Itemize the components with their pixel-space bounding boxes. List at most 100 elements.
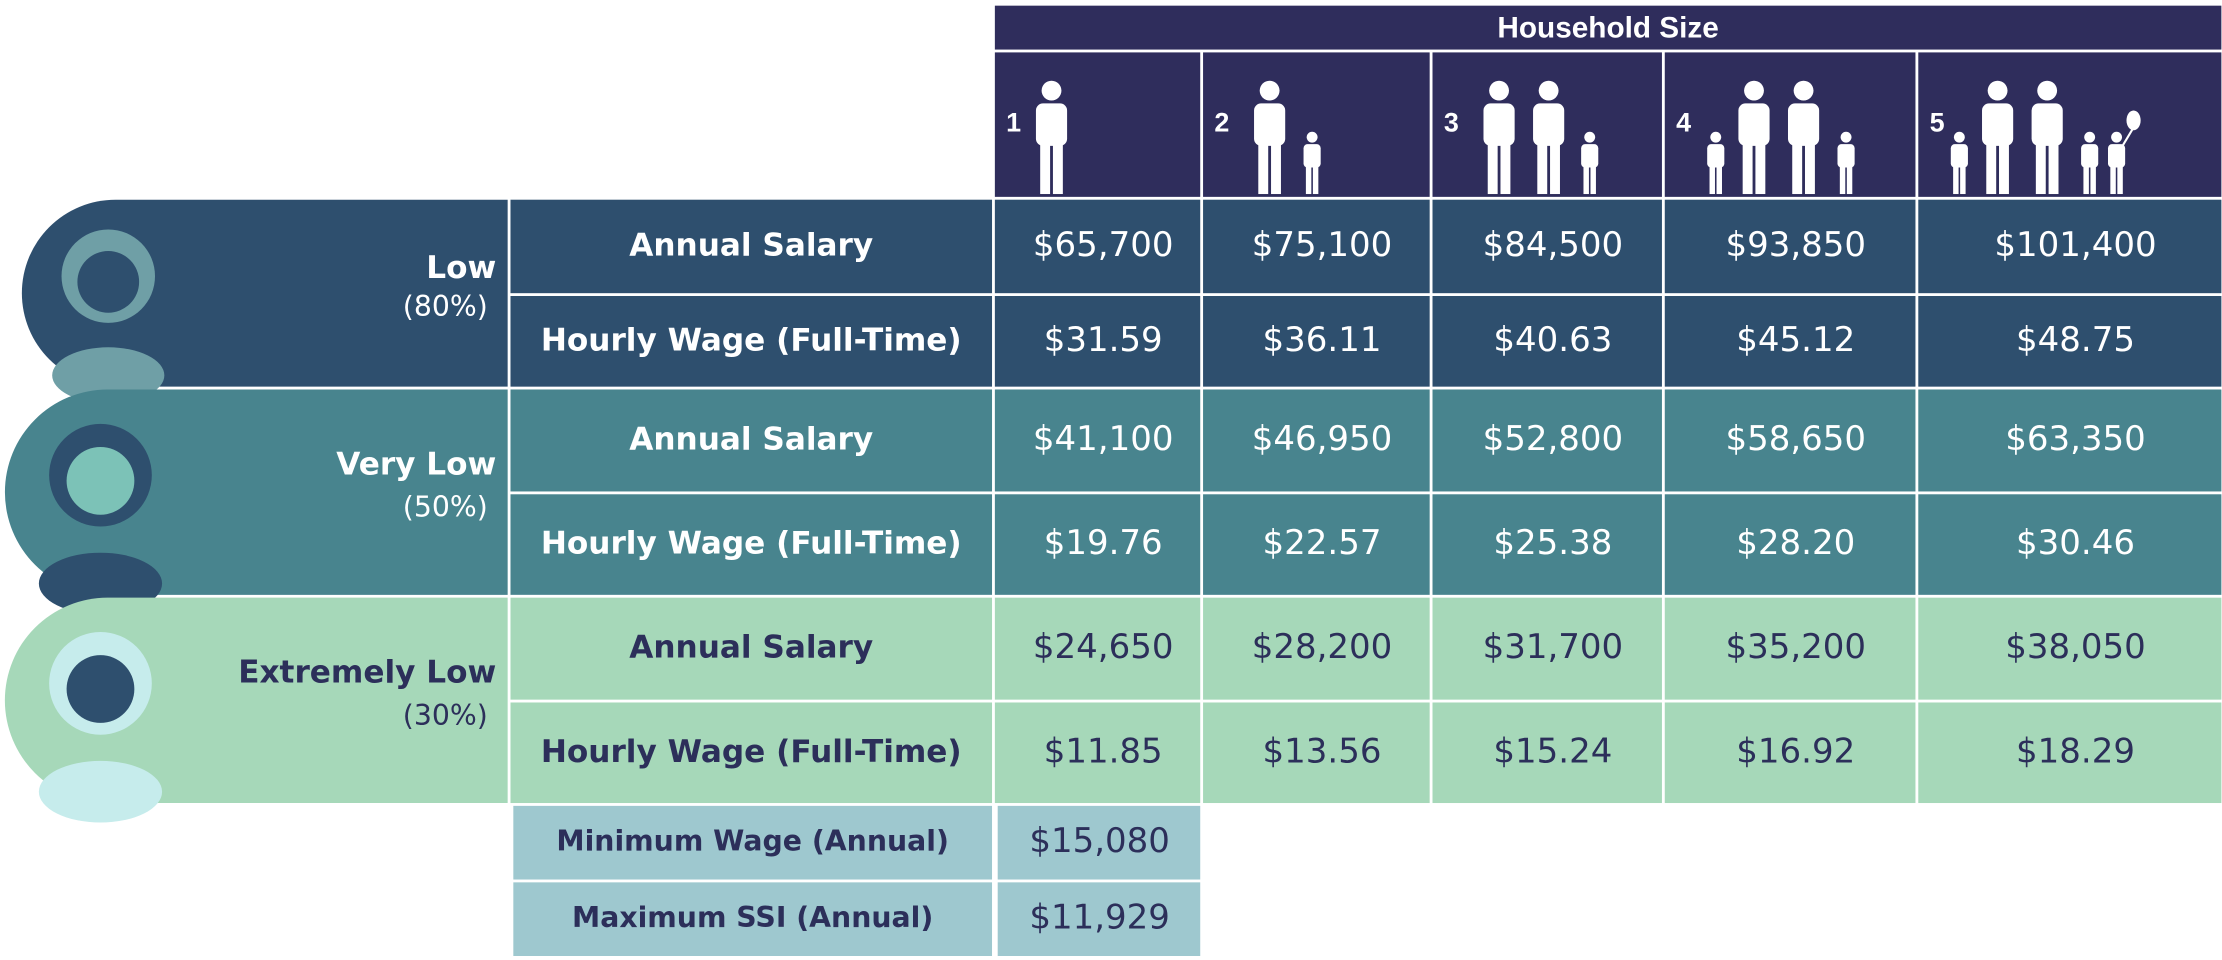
row-label: Hourly Wage (Full-Time)	[541, 322, 962, 358]
value: $63,350	[2005, 419, 2146, 459]
household-size: 2	[1214, 108, 1229, 138]
person-head	[1710, 132, 1721, 143]
extra-value: $11,929	[1029, 898, 1170, 938]
person-leg	[1583, 163, 1588, 194]
person-head	[2111, 132, 2122, 143]
person-leg	[2083, 163, 2088, 194]
value: $25.38	[1493, 523, 1612, 563]
value: $40.63	[1493, 320, 1612, 360]
group-label: Extremely Low	[238, 655, 496, 691]
person-head	[1042, 81, 1062, 101]
person-leg	[1792, 137, 1802, 194]
person-head	[1307, 132, 1318, 143]
value: $36.11	[1263, 320, 1382, 360]
page: {"header":{"title":"Household Size","siz…	[0, 0, 2222, 956]
value: $65,700	[1033, 225, 1174, 265]
group-label: Low	[426, 250, 496, 286]
value: $24,650	[1033, 627, 1174, 667]
group-percent: (80%)	[403, 290, 488, 323]
row-label: Annual Salary	[629, 421, 873, 457]
person-head	[1988, 81, 2008, 101]
value: $31.59	[1044, 320, 1163, 360]
value: $93,850	[1726, 225, 1867, 265]
value: $22.57	[1263, 523, 1382, 563]
person-head	[1794, 81, 1814, 101]
household-size: 1	[1006, 108, 1021, 138]
person-head	[2084, 132, 2095, 143]
value: $18.29	[2016, 731, 2135, 771]
value: $16.92	[1736, 731, 1855, 771]
person-head	[1584, 132, 1595, 143]
value: $41,100	[1033, 419, 1174, 459]
avatar-face	[77, 251, 139, 313]
person-leg	[1717, 163, 1722, 194]
person-head	[1841, 132, 1852, 143]
extra-label: Maximum SSI (Annual)	[572, 901, 933, 934]
person-leg	[1710, 163, 1715, 194]
value: $30.46	[2016, 523, 2135, 563]
person-leg	[1840, 163, 1845, 194]
avatar-face	[67, 655, 135, 723]
person-leg	[1550, 137, 1560, 194]
household-size: 3	[1444, 108, 1459, 138]
row-label: Annual Salary	[629, 630, 873, 666]
person-leg	[1986, 137, 1996, 194]
person-leg	[1805, 137, 1815, 194]
value: $58,650	[1726, 419, 1867, 459]
person-leg	[1500, 137, 1510, 194]
avatar-body	[39, 761, 162, 823]
value: $13.56	[1263, 731, 1382, 771]
person-leg	[1743, 137, 1753, 194]
person-leg	[2117, 163, 2122, 194]
person-leg	[2036, 137, 2046, 194]
extra-value: $15,080	[1029, 821, 1170, 861]
person-leg	[2110, 163, 2115, 194]
income-table: Household Size 1 2 3 4 5 Low (80%) Annual Salary…	[0, 0, 2222, 956]
row-label: Annual Salary	[629, 227, 873, 263]
person-head	[2037, 81, 2057, 101]
header-title: Household Size	[1497, 12, 1718, 45]
person-leg	[1999, 137, 2009, 194]
row-label: Hourly Wage (Full-Time)	[541, 734, 962, 770]
person-leg	[1537, 137, 1547, 194]
value: $45.12	[1736, 320, 1855, 360]
value: $28.20	[1736, 523, 1855, 563]
person-leg	[1755, 137, 1765, 194]
avatar-face	[67, 447, 135, 515]
household-size: 4	[1676, 108, 1691, 138]
person-leg	[1306, 163, 1311, 194]
person-leg	[1040, 137, 1050, 194]
value: $15.24	[1493, 731, 1612, 771]
person-leg	[1953, 163, 1958, 194]
person-leg	[1590, 163, 1595, 194]
value: $19.76	[1044, 523, 1163, 563]
person-leg	[1488, 137, 1498, 194]
group-percent: (30%)	[403, 699, 488, 732]
value: $31,700	[1483, 627, 1624, 667]
balloon	[2126, 110, 2140, 130]
person-head	[1489, 81, 1509, 101]
value: $28,200	[1252, 627, 1393, 667]
group-label: Very Low	[336, 446, 496, 482]
value: $38,050	[2005, 627, 2146, 667]
household-size: 5	[1930, 108, 1945, 138]
value: $52,800	[1483, 419, 1624, 459]
value: $11.85	[1044, 731, 1163, 771]
row-label: Hourly Wage (Full-Time)	[541, 526, 962, 562]
person-head	[1744, 81, 1764, 101]
value: $35,200	[1726, 627, 1867, 667]
person-leg	[1258, 137, 1268, 194]
person-leg	[1053, 137, 1063, 194]
value: $75,100	[1252, 225, 1393, 265]
person-leg	[2090, 163, 2095, 194]
person-leg	[2049, 137, 2059, 194]
person-leg	[1271, 137, 1281, 194]
group-percent: (50%)	[403, 491, 488, 524]
extra-label: Minimum Wage (Annual)	[556, 825, 948, 858]
person-head	[1539, 81, 1559, 101]
person-head	[1954, 132, 1965, 143]
value: $48.75	[2016, 320, 2135, 360]
value: $84,500	[1483, 225, 1624, 265]
person-leg	[1960, 163, 1965, 194]
value: $46,950	[1252, 419, 1393, 459]
